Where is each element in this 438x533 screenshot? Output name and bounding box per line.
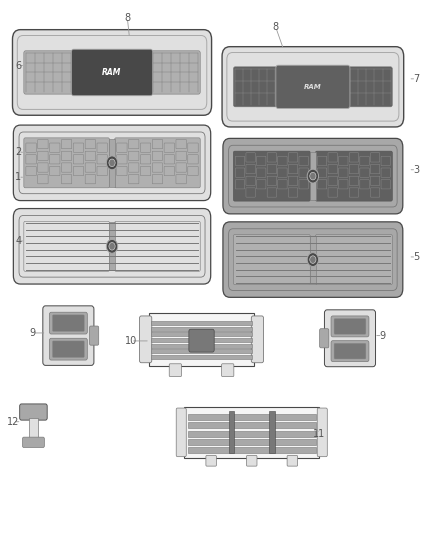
FancyBboxPatch shape (49, 312, 87, 334)
FancyBboxPatch shape (247, 456, 257, 466)
FancyBboxPatch shape (310, 152, 316, 200)
FancyBboxPatch shape (187, 439, 316, 445)
FancyBboxPatch shape (349, 67, 392, 107)
FancyBboxPatch shape (109, 139, 115, 187)
Circle shape (109, 159, 115, 167)
FancyBboxPatch shape (223, 139, 403, 214)
FancyBboxPatch shape (151, 355, 252, 359)
FancyBboxPatch shape (315, 151, 392, 201)
Text: 12: 12 (7, 417, 19, 427)
Text: 9: 9 (29, 328, 35, 338)
FancyBboxPatch shape (24, 138, 110, 188)
FancyBboxPatch shape (320, 329, 329, 348)
FancyBboxPatch shape (310, 236, 316, 284)
Text: 1: 1 (15, 172, 21, 182)
FancyBboxPatch shape (71, 49, 153, 96)
Text: 8: 8 (124, 13, 131, 23)
FancyBboxPatch shape (251, 316, 264, 363)
FancyBboxPatch shape (222, 364, 234, 376)
FancyBboxPatch shape (152, 51, 200, 94)
FancyBboxPatch shape (187, 447, 316, 454)
FancyBboxPatch shape (184, 407, 319, 458)
FancyBboxPatch shape (151, 327, 252, 330)
FancyBboxPatch shape (229, 411, 234, 454)
FancyBboxPatch shape (169, 364, 181, 376)
Text: 8: 8 (273, 22, 279, 33)
FancyBboxPatch shape (109, 222, 115, 270)
FancyBboxPatch shape (151, 332, 252, 336)
Text: 2: 2 (15, 147, 21, 157)
FancyBboxPatch shape (331, 341, 369, 361)
FancyBboxPatch shape (331, 316, 369, 337)
Text: 10: 10 (125, 336, 137, 346)
FancyBboxPatch shape (187, 414, 316, 420)
FancyBboxPatch shape (176, 408, 186, 457)
FancyBboxPatch shape (315, 235, 392, 285)
FancyBboxPatch shape (334, 319, 366, 334)
FancyBboxPatch shape (325, 310, 375, 367)
FancyBboxPatch shape (269, 411, 275, 454)
FancyBboxPatch shape (151, 321, 252, 325)
FancyBboxPatch shape (29, 418, 38, 440)
Text: 11: 11 (313, 429, 325, 439)
Circle shape (310, 256, 316, 263)
Text: 4: 4 (15, 236, 21, 246)
FancyBboxPatch shape (115, 138, 200, 188)
Circle shape (109, 243, 115, 250)
FancyBboxPatch shape (53, 315, 84, 332)
FancyBboxPatch shape (233, 235, 310, 285)
Circle shape (310, 172, 316, 180)
FancyBboxPatch shape (24, 221, 110, 271)
FancyBboxPatch shape (12, 30, 212, 115)
Circle shape (307, 169, 318, 183)
Text: RAM: RAM (304, 84, 322, 90)
Text: 3: 3 (413, 165, 420, 175)
FancyBboxPatch shape (187, 422, 316, 428)
FancyBboxPatch shape (115, 221, 200, 271)
Text: 9: 9 (380, 330, 386, 341)
FancyBboxPatch shape (149, 313, 254, 366)
FancyBboxPatch shape (334, 343, 366, 359)
FancyBboxPatch shape (287, 456, 297, 466)
FancyBboxPatch shape (206, 456, 216, 466)
FancyBboxPatch shape (317, 408, 327, 457)
Text: RAM: RAM (102, 68, 122, 77)
FancyBboxPatch shape (151, 338, 252, 342)
FancyBboxPatch shape (140, 316, 152, 363)
FancyBboxPatch shape (222, 47, 404, 127)
FancyBboxPatch shape (233, 67, 277, 107)
FancyBboxPatch shape (89, 326, 99, 345)
FancyBboxPatch shape (22, 437, 44, 448)
Circle shape (106, 239, 118, 253)
FancyBboxPatch shape (151, 349, 252, 353)
FancyBboxPatch shape (151, 344, 252, 348)
FancyBboxPatch shape (13, 208, 211, 284)
Circle shape (307, 253, 318, 266)
FancyBboxPatch shape (43, 306, 94, 366)
FancyBboxPatch shape (13, 125, 211, 200)
FancyBboxPatch shape (189, 329, 214, 352)
Text: 7: 7 (413, 74, 420, 84)
FancyBboxPatch shape (223, 222, 403, 297)
FancyBboxPatch shape (233, 151, 310, 201)
FancyBboxPatch shape (24, 51, 73, 94)
Text: 6: 6 (15, 61, 21, 70)
FancyBboxPatch shape (20, 404, 47, 420)
FancyBboxPatch shape (53, 341, 84, 358)
Circle shape (106, 156, 118, 169)
FancyBboxPatch shape (187, 431, 316, 437)
Text: 5: 5 (413, 252, 420, 262)
FancyBboxPatch shape (276, 65, 350, 108)
FancyBboxPatch shape (49, 338, 87, 360)
